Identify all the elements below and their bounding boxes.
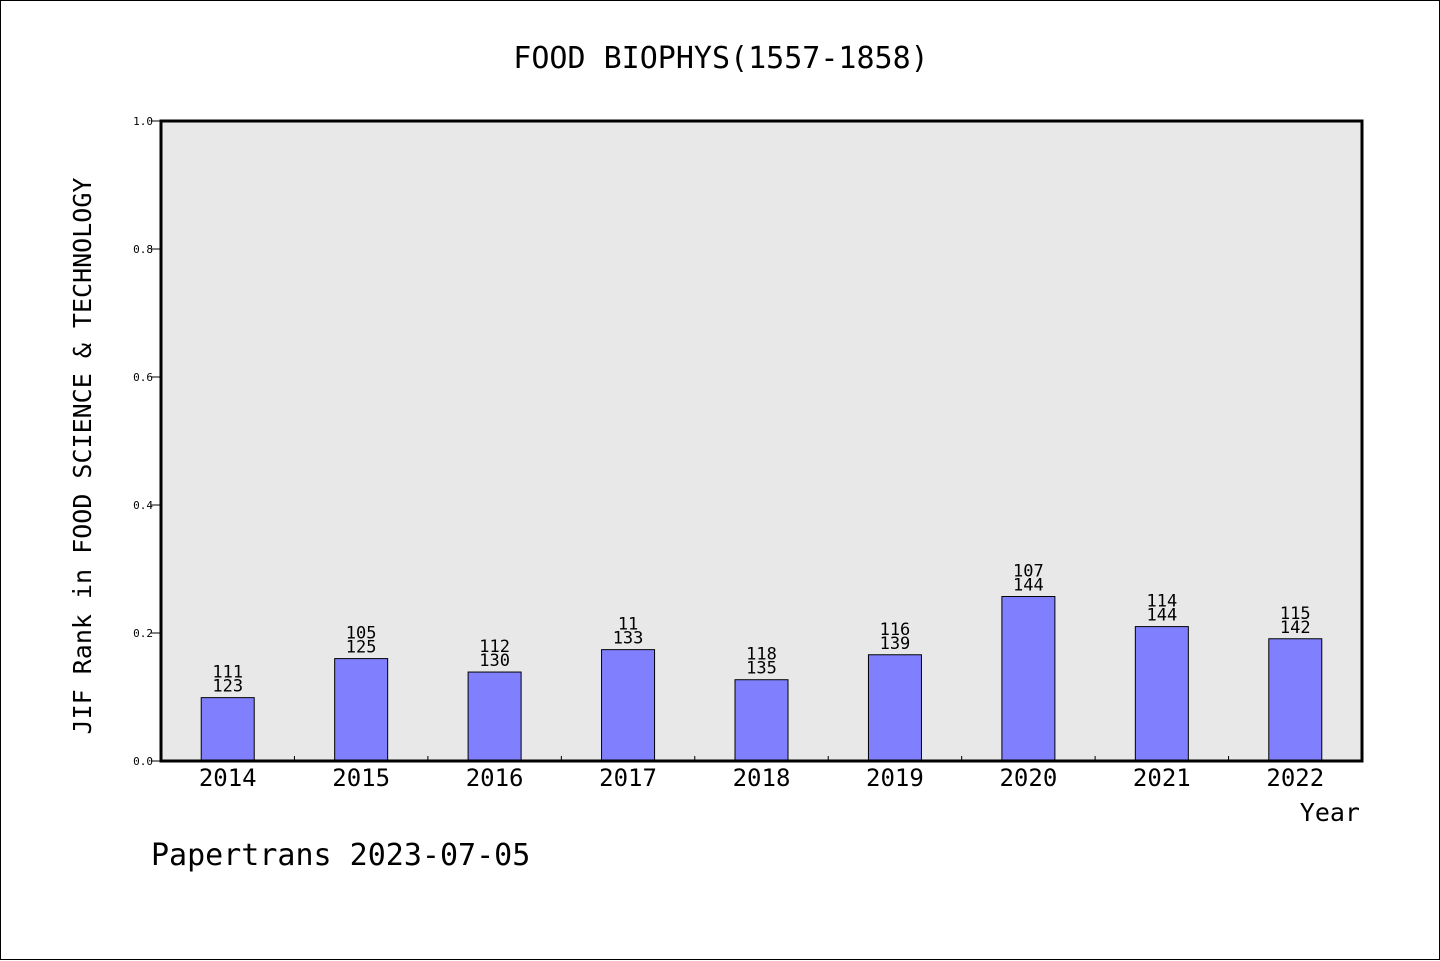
x-tick-label: 2022 [1266, 764, 1324, 792]
bar-label-top: 107 [1013, 562, 1044, 582]
bar-label-bottom: 125 [346, 638, 377, 658]
bar [601, 649, 656, 762]
bar-series [200, 596, 1323, 762]
y-tick-label: 0.4 [133, 499, 153, 512]
x-tick-label: 2018 [733, 764, 791, 792]
bar-label-bottom: 133 [613, 629, 644, 649]
y-tick-label: 0.0 [133, 755, 153, 768]
x-tick-label: 2019 [866, 764, 924, 792]
y-tick-label: 0.8 [133, 243, 153, 256]
bar-label-top: 105 [346, 624, 377, 644]
bar [467, 671, 522, 762]
bar-label-top: 112 [479, 637, 510, 657]
y-tick-label: 1.0 [133, 115, 153, 128]
bar-label-top: 115 [1280, 604, 1311, 624]
bar-label-top: 114 [1146, 592, 1177, 612]
x-axis-label: Year [1300, 798, 1360, 827]
bar-label-bottom: 144 [1013, 576, 1044, 596]
bar [200, 697, 255, 762]
bar-label-bottom: 139 [880, 634, 911, 654]
y-axis-label: JIF Rank in FOOD SCIENCE & TECHNOLOGY [68, 178, 97, 735]
x-tick-label: 2020 [999, 764, 1057, 792]
y-axis: 0.0 0.2 0.4 0.6 0.8 1.0 [133, 115, 161, 768]
bar-label-top: 116 [880, 620, 911, 640]
y-tick-label: 0.2 [133, 627, 153, 640]
plot-border [159, 119, 1364, 763]
bar-label-bottom: 144 [1146, 606, 1177, 626]
x-tick-label: 2016 [466, 764, 524, 792]
x-tick-label: 2017 [599, 764, 657, 792]
bar [1001, 596, 1056, 762]
bar-label-top: 111 [212, 663, 243, 683]
bar [1134, 626, 1189, 762]
y-tick-label: 0.6 [133, 371, 153, 384]
bar [867, 654, 922, 762]
x-axis: 2014 2015 2016 2017 2018 2019 2020 2021 2022 [199, 756, 1324, 792]
bar-label-bottom: 142 [1280, 618, 1311, 638]
footer-text: Papertrans 2023-07-05 [151, 838, 530, 873]
bar-label-bottom: 130 [479, 651, 510, 671]
x-tick-label: 2021 [1133, 764, 1191, 792]
bar [734, 679, 789, 762]
bar-label-bottom: 123 [212, 677, 243, 697]
chart-title: FOOD BIOPHYS(1557-1858) [513, 41, 928, 76]
bar [334, 658, 389, 762]
bar-label-bottom: 135 [746, 659, 777, 679]
x-tick-label: 2015 [332, 764, 390, 792]
x-tick-label: 2014 [199, 764, 257, 792]
bar-label-top: 11 [618, 615, 638, 635]
bar-label-top: 118 [746, 645, 777, 665]
bar [1268, 638, 1323, 762]
